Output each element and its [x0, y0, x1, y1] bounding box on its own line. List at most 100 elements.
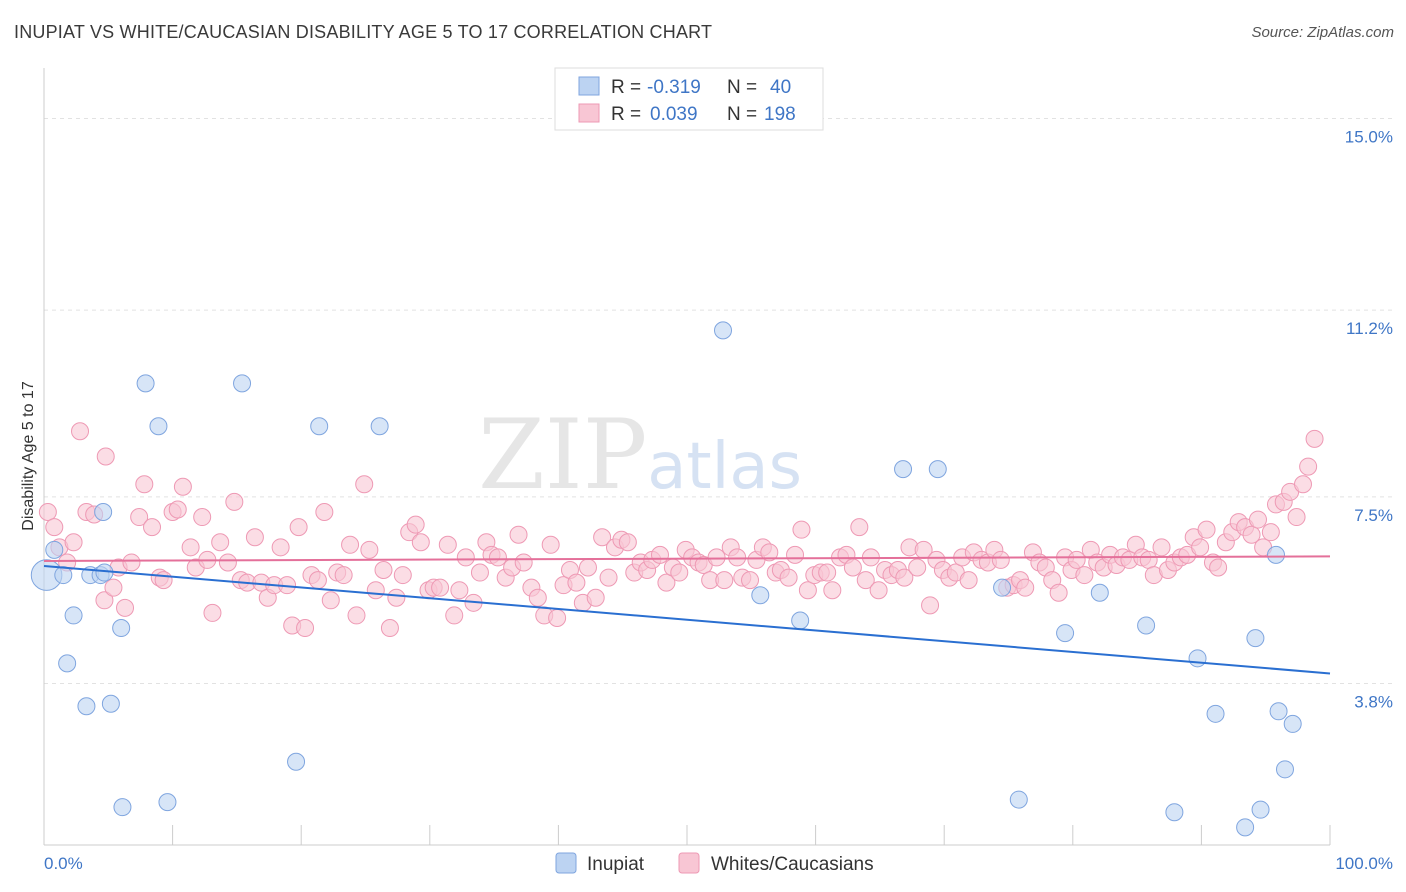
point-whites-caucasians — [541, 535, 560, 554]
point-inupiat — [1056, 624, 1075, 643]
point-whites-caucasians — [548, 608, 567, 627]
point-inupiat — [928, 460, 947, 479]
point-whites-caucasians — [618, 533, 637, 552]
point-whites-caucasians — [707, 548, 726, 567]
point-inupiat — [58, 654, 77, 673]
point-inupiat — [1009, 790, 1028, 809]
point-whites-caucasians — [1248, 510, 1267, 529]
point-whites-caucasians — [856, 571, 875, 590]
y-tick-label: 11.2% — [1346, 319, 1393, 338]
y-tick-label: 3.8% — [1354, 693, 1393, 712]
point-whites-caucasians — [104, 578, 123, 597]
point-whites-caucasians — [393, 566, 412, 585]
point-whites-caucasians — [450, 581, 469, 600]
point-whites-caucasians — [366, 581, 385, 600]
point-whites-caucasians — [1305, 429, 1324, 448]
point-whites-caucasians — [792, 520, 811, 539]
legend-n-label-inupiat: N = — [727, 77, 757, 98]
point-whites-caucasians — [650, 545, 669, 564]
point-whites-caucasians — [1139, 550, 1158, 569]
series-legend: Inupiat Whites/Caucasians — [555, 852, 874, 875]
point-inupiat — [233, 374, 252, 393]
point-inupiat — [714, 321, 733, 340]
point-whites-caucasians — [334, 566, 353, 585]
point-inupiat — [1165, 803, 1184, 822]
point-whites-caucasians — [760, 543, 779, 562]
legend-n-value-inupiat: 40 — [770, 77, 791, 98]
legend-r-value-whites: 0.039 — [650, 104, 698, 125]
point-whites-caucasians — [122, 553, 141, 572]
chart-source: Source: ZipAtlas.com — [1251, 24, 1394, 41]
point-whites-caucasians — [411, 533, 430, 552]
point-whites-caucasians — [431, 578, 450, 597]
point-inupiat — [95, 563, 114, 582]
point-whites-caucasians — [1209, 558, 1228, 577]
y-tick-labels: 3.8% 7.5% 11.2% 15.0% — [1345, 127, 1393, 711]
point-whites-caucasians — [289, 518, 308, 537]
legend-n-label-whites: N = — [727, 104, 757, 125]
point-whites-caucasians — [869, 581, 888, 600]
point-inupiat — [94, 503, 113, 521]
point-whites-caucasians — [271, 538, 290, 557]
point-inupiat — [112, 619, 131, 638]
point-whites-caucasians — [850, 518, 869, 537]
point-whites-caucasians — [374, 561, 393, 580]
point-whites-caucasians — [1261, 523, 1280, 542]
trendline-inupiat — [43, 564, 1331, 675]
point-whites-caucasians — [225, 492, 244, 511]
point-whites-caucasians — [670, 563, 689, 582]
series-legend-label-whites: Whites/Caucasians — [711, 854, 874, 875]
series-legend-swatch-inupiat — [555, 852, 577, 874]
point-whites-caucasians — [908, 558, 927, 577]
point-whites-caucasians — [308, 571, 327, 590]
point-whites-caucasians — [95, 591, 114, 610]
point-inupiat — [1269, 702, 1288, 721]
point-whites-caucasians — [380, 619, 399, 638]
point-whites-caucasians — [193, 508, 212, 527]
series-legend-label-inupiat: Inupiat — [587, 854, 645, 875]
point-whites-caucasians — [218, 553, 237, 572]
point-whites-caucasians — [143, 518, 162, 537]
legend-r-label-inupiat: R = — [611, 77, 641, 98]
point-whites-caucasians — [786, 545, 805, 564]
point-whites-caucasians — [245, 528, 264, 547]
point-inupiat — [1137, 616, 1156, 635]
point-whites-caucasians — [438, 535, 457, 554]
point-inupiat — [149, 417, 168, 436]
point-inupiat — [993, 578, 1012, 597]
point-whites-caucasians — [130, 508, 149, 527]
point-whites-caucasians — [1197, 520, 1216, 539]
point-whites-caucasians — [64, 533, 83, 552]
correlation-legend: R = -0.319 N = 40 R = 0.039 N = 198 — [554, 67, 824, 131]
watermark: ZIPatlas — [478, 399, 802, 511]
point-whites-caucasians — [921, 596, 940, 615]
point-whites-caucasians — [1293, 475, 1312, 494]
point-whites-caucasians — [1299, 457, 1318, 476]
watermark-atlas: atlas — [647, 430, 802, 504]
point-whites-caucasians — [360, 540, 379, 559]
point-whites-caucasians — [45, 518, 64, 537]
point-whites-caucasians — [1075, 566, 1094, 585]
point-inupiat — [77, 697, 96, 716]
point-whites-caucasians — [296, 619, 315, 638]
point-whites-caucasians — [991, 550, 1010, 569]
gridlines — [44, 117, 1393, 685]
point-whites-caucasians — [406, 515, 425, 534]
point-whites-caucasians — [38, 503, 57, 521]
point-whites-caucasians — [586, 588, 605, 607]
point-inupiat — [1275, 760, 1294, 779]
point-whites-caucasians — [341, 535, 360, 554]
point-inupiat — [113, 798, 132, 817]
point-whites-caucasians — [387, 588, 406, 607]
point-inupiat — [1251, 800, 1270, 819]
point-inupiat — [45, 540, 64, 559]
point-whites-caucasians — [470, 563, 489, 582]
point-whites-caucasians — [445, 606, 464, 625]
point-whites-caucasians — [895, 568, 914, 587]
legend-r-value-inupiat: -0.319 — [647, 77, 701, 98]
point-whites-caucasians — [211, 533, 230, 552]
watermark-zip: ZIP — [478, 399, 647, 511]
point-inupiat — [1090, 583, 1109, 602]
point-inupiat — [1283, 714, 1302, 733]
